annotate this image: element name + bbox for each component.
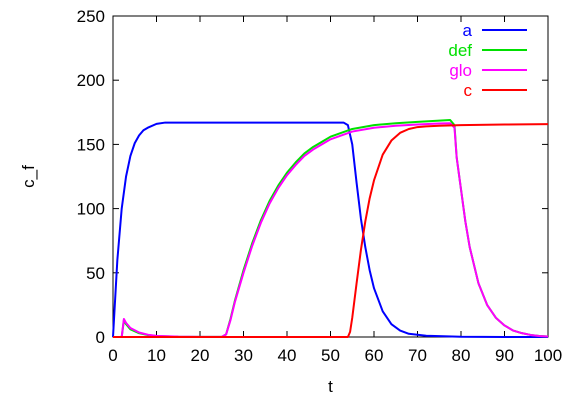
- x-tick-label: 10: [147, 346, 166, 365]
- x-tick-label: 40: [278, 346, 297, 365]
- x-tick-label: 20: [191, 346, 210, 365]
- y-tick-label: 100: [77, 200, 105, 219]
- x-tick-label: 100: [534, 346, 562, 365]
- x-axis-ticks: 0 10 20 30 40 50 60 70 80 90 100: [108, 16, 562, 365]
- series-line-def: [113, 119, 549, 338]
- y-tick-label: 50: [86, 264, 105, 283]
- series-line-c: [113, 123, 549, 338]
- series-line-glo: [113, 122, 549, 338]
- x-tick-label: 50: [321, 346, 340, 365]
- x-axis-label: t: [328, 377, 333, 396]
- x-tick-label: 80: [452, 346, 471, 365]
- series-lines: [112, 119, 549, 338]
- legend-label-c: c: [464, 81, 473, 100]
- legend-label-glo: glo: [449, 61, 472, 80]
- y-axis-ticks: 0 50 100 150 200 250: [77, 7, 548, 347]
- x-tick-label: 30: [234, 346, 253, 365]
- y-axis-label: c_f: [19, 165, 38, 188]
- x-tick-label: 90: [495, 346, 514, 365]
- y-tick-label: 150: [77, 135, 105, 154]
- legend-label-def: def: [448, 41, 472, 60]
- y-tick-label: 200: [77, 71, 105, 90]
- x-tick-label: 60: [365, 346, 384, 365]
- x-tick-label: 70: [408, 346, 427, 365]
- y-tick-label: 0: [96, 328, 105, 347]
- x-tick-label: 0: [108, 346, 117, 365]
- series-line-a: [112, 121, 548, 338]
- legend-label-a: a: [463, 21, 473, 40]
- plot-frame: [112, 15, 549, 338]
- y-tick-label: 250: [77, 7, 105, 26]
